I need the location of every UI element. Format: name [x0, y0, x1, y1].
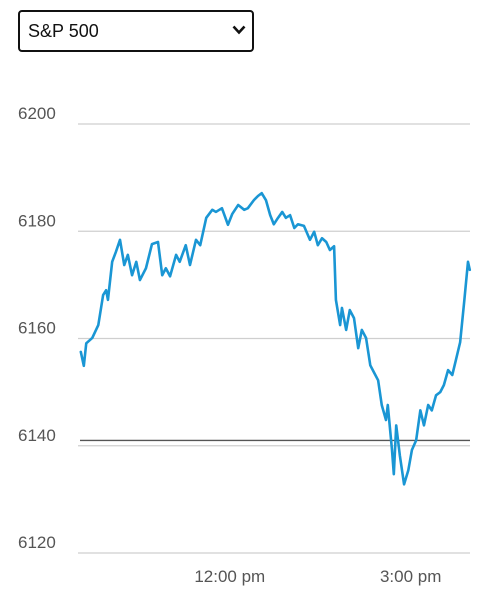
y-tick-label: 6160 [18, 319, 56, 338]
x-tick-label: 3:00 pm [380, 567, 441, 586]
chevron [232, 25, 246, 35]
y-tick-label: 6140 [18, 426, 56, 445]
index-dropdown[interactable]: S&P 500 [18, 10, 254, 52]
y-tick-label: 6200 [18, 104, 56, 123]
dropdown-value: S&P 500 [28, 21, 99, 41]
x-tick-label: 12:00 pm [194, 567, 265, 586]
y-tick-label: 6180 [18, 211, 56, 230]
price-line [79, 191, 472, 486]
y-tick-label: 6120 [18, 533, 56, 552]
